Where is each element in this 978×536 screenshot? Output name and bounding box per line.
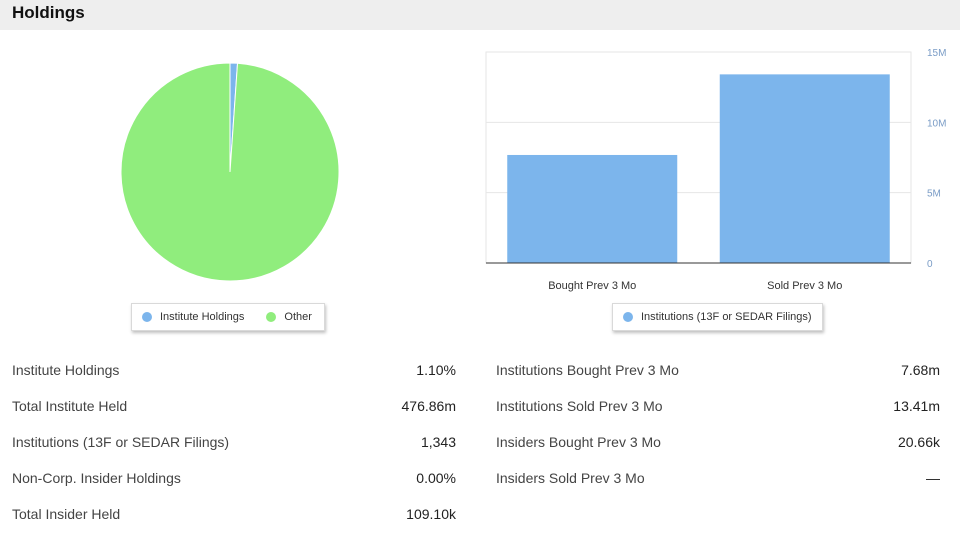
- stat-label: Insiders Sold Prev 3 Mo: [496, 470, 645, 486]
- stat-row: Non-Corp. Insider Holdings 0.00%: [12, 460, 456, 496]
- stats-left: Institute Holdings 1.10% Total Institute…: [12, 352, 456, 532]
- legend-label-institute-holdings: Institute Holdings: [160, 311, 245, 323]
- stat-value: 7.68m: [901, 362, 940, 378]
- x-tick-label: Sold Prev 3 Mo: [767, 280, 842, 292]
- stat-label: Institute Holdings: [12, 362, 120, 378]
- stat-label: Total Insider Held: [12, 506, 121, 522]
- legend-label-other: Other: [284, 311, 312, 323]
- stat-value: —: [926, 470, 940, 486]
- legend-marker-institute-holdings: [142, 312, 152, 322]
- stat-row: Insiders Bought Prev 3 Mo 20.66k: [496, 424, 940, 460]
- stat-row: Total Institute Held 476.86m: [12, 388, 456, 424]
- y-tick-label: 15M: [927, 48, 946, 59]
- institutions-bar-chart: 0 5M 10M 15M Bought Prev 3 Mo Sold Prev 3 Mo: [485, 48, 946, 292]
- legend-item-institutions[interactable]: Institutions (13F or SEDAR Filings): [623, 311, 812, 323]
- page-title: Holdings: [12, 3, 85, 22]
- legend-marker-institutions: [623, 312, 633, 322]
- bar-bought-prev-3-mo[interactable]: [507, 154, 678, 263]
- stat-value: 20.66k: [897, 434, 940, 450]
- stat-value: 1,343: [420, 434, 456, 450]
- pie-legend: Institute Holdings Other: [131, 303, 325, 331]
- stat-row: Institutions Bought Prev 3 Mo 7.68m: [496, 352, 940, 388]
- stat-value: 1.10%: [416, 362, 456, 378]
- stat-label: Total Institute Held: [12, 398, 128, 414]
- stat-row: Institutions Sold Prev 3 Mo 13.41m: [496, 388, 940, 424]
- holdings-pie-chart: [120, 62, 340, 282]
- pie-slice-other[interactable]: [120, 62, 340, 282]
- stat-label: Institutions Bought Prev 3 Mo: [496, 362, 679, 378]
- stats-right: Institutions Bought Prev 3 Mo 7.68m Inst…: [496, 352, 940, 496]
- holdings-header: Holdings: [0, 0, 960, 30]
- bar-sold-prev-3-mo[interactable]: [719, 74, 890, 263]
- stat-label: Non-Corp. Insider Holdings: [12, 470, 181, 486]
- stat-label: Institutions Sold Prev 3 Mo: [496, 398, 663, 414]
- y-tick-label: 5M: [927, 189, 941, 200]
- stat-value: 0.00%: [416, 470, 456, 486]
- stat-row: Institutions (13F or SEDAR Filings) 1,34…: [12, 424, 456, 460]
- stat-label: Institutions (13F or SEDAR Filings): [12, 434, 230, 450]
- legend-label-institutions: Institutions (13F or SEDAR Filings): [641, 311, 812, 323]
- stat-row: Total Insider Held 109.10k: [12, 496, 456, 532]
- legend-marker-other: [266, 312, 277, 322]
- stat-value: 109.10k: [406, 506, 456, 522]
- y-tick-label: 0: [927, 259, 933, 270]
- bar-legend: Institutions (13F or SEDAR Filings): [612, 303, 823, 331]
- stat-value: 13.41m: [893, 398, 940, 414]
- y-tick-label: 10M: [927, 118, 946, 129]
- legend-item-other[interactable]: Other: [266, 311, 312, 323]
- legend-item-institute-holdings[interactable]: Institute Holdings: [142, 311, 244, 323]
- stat-row: Insiders Sold Prev 3 Mo —: [496, 460, 940, 496]
- stat-row: Institute Holdings 1.10%: [12, 352, 456, 388]
- stat-label: Insiders Bought Prev 3 Mo: [496, 434, 661, 450]
- x-tick-label: Bought Prev 3 Mo: [548, 280, 636, 292]
- stat-value: 476.86m: [401, 398, 456, 414]
